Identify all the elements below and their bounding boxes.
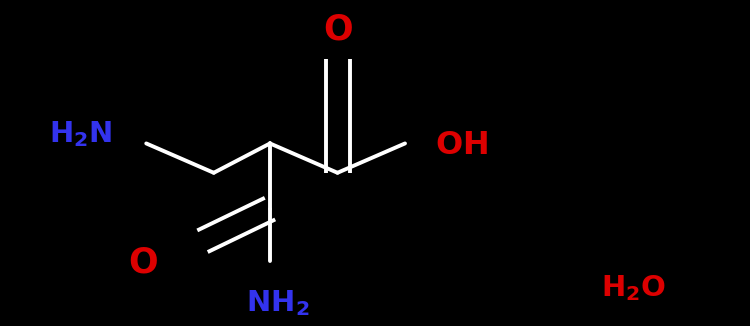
Text: $\mathbf{O}$: $\mathbf{O}$ [322, 12, 352, 46]
Text: $\mathbf{OH}$: $\mathbf{OH}$ [435, 129, 488, 161]
Text: $\mathbf{NH_2}$: $\mathbf{NH_2}$ [246, 288, 309, 318]
Text: $\mathbf{O}$: $\mathbf{O}$ [128, 245, 158, 279]
Text: $\mathbf{H_2O}$: $\mathbf{H_2O}$ [602, 274, 666, 304]
Text: $\mathbf{H_2N}$: $\mathbf{H_2N}$ [50, 119, 112, 149]
